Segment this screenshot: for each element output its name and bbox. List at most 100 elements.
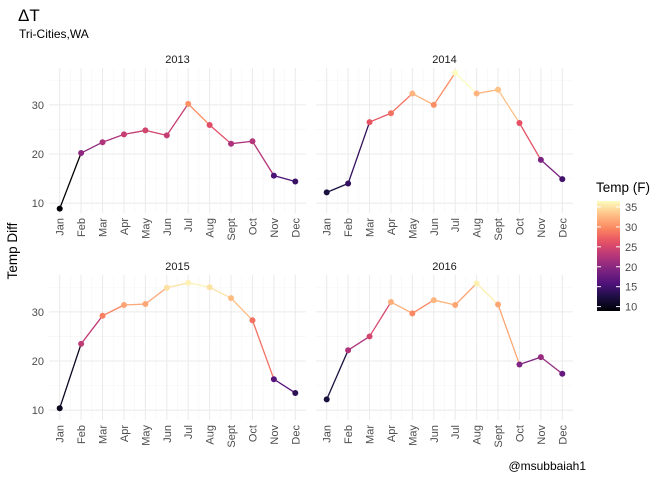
x-tick-label: Jun [162, 425, 174, 443]
data-point [142, 127, 149, 134]
series-line-segment [390, 93, 413, 114]
legend-label: 25 [625, 242, 637, 254]
data-point [206, 284, 213, 291]
x-tick-label: Mar [365, 218, 377, 237]
data-point [185, 100, 192, 107]
x-tick-label: Feb [343, 218, 355, 237]
x-tick-label: Jan [55, 425, 67, 443]
data-point [452, 301, 459, 308]
series-line-segment [59, 152, 82, 209]
x-tick-label: Aug [472, 425, 484, 445]
legend-colorbar [597, 201, 620, 311]
data-point [409, 90, 416, 97]
series-line-segment [209, 124, 232, 145]
legend-label: 35 [625, 202, 637, 214]
data-point [323, 396, 330, 403]
data-point [292, 178, 299, 185]
data-point [537, 156, 544, 163]
series-line-segment [540, 159, 563, 180]
x-tick-label: Jan [322, 425, 334, 443]
x-tick-label: Jun [162, 218, 174, 236]
data-point [270, 172, 277, 179]
data-point [228, 140, 235, 147]
x-tick-label: Oct [247, 425, 259, 442]
x-tick-label: May [407, 425, 419, 446]
series-line-segment [326, 182, 349, 193]
data-point [473, 280, 480, 287]
x-tick-label: Jul [183, 218, 195, 232]
series-line-segment [518, 122, 542, 161]
x-tick-label: Nov [269, 425, 281, 445]
legend-title: Temp (F) [596, 180, 650, 195]
series-line-segment [454, 282, 478, 306]
series-line-segment [368, 301, 392, 337]
facet-panel-2013: 2013 10 20 30 Jan Feb Mar Apr May Jun Jul Aug Sept Oc… [32, 54, 306, 241]
series-line-segment [209, 286, 232, 299]
data-point [516, 361, 523, 368]
facet-panel-2015: 2015 10 20 30 Jan Feb Mar Apr May Jun Jul Aug Sept Oc… [32, 261, 306, 448]
series-line-segment [476, 88, 499, 95]
data-point [270, 376, 277, 383]
facet-panels: 2013 10 20 30 Jan Feb Mar Apr May Jun Jul Aug Sept Oc… [32, 54, 573, 448]
series-line-segment [273, 175, 296, 183]
x-tick-label: Jun [429, 218, 441, 236]
x-tick-label: Aug [205, 218, 217, 238]
data-point [249, 138, 256, 145]
series-line-segment [188, 282, 210, 288]
y-tick-label: 30 [32, 100, 44, 112]
x-tick-label: Feb [76, 425, 88, 444]
series-line-segment [326, 349, 349, 400]
series-line-segment [123, 303, 146, 306]
series-line-segment [80, 141, 103, 154]
series-line-segment [390, 301, 413, 314]
series-line-segment [476, 282, 499, 305]
facet-panel-2014: 2014 Jan Feb Mar Apr May Jun Jul Aug Sept Oct Nov De… [316, 54, 573, 241]
x-tick-label: Dec [557, 425, 569, 445]
data-point [120, 301, 127, 308]
data-point [559, 176, 566, 183]
series-line-segment [347, 121, 371, 184]
color-legend: Temp (F) 10 15 20 25 30 35 [596, 180, 650, 314]
x-tick-label: Oct [514, 218, 526, 235]
x-tick-label: Sept [226, 425, 238, 448]
series-line-segment [251, 319, 275, 380]
data-point [78, 150, 85, 157]
data-point [366, 333, 373, 340]
data-point [323, 189, 330, 196]
x-tick-label: Jan [322, 218, 334, 236]
series-line-segment [187, 103, 211, 126]
series-line-segment [412, 299, 435, 314]
chart-caption: @msubbaiah1 [508, 459, 586, 473]
series-line-segment [102, 304, 125, 317]
data-point [387, 299, 394, 306]
x-tick-label: Apr [119, 218, 131, 235]
series-line-segment [102, 133, 125, 143]
data-point [516, 120, 523, 127]
x-tick-label: Apr [386, 218, 398, 235]
x-tick-label: Oct [514, 425, 526, 442]
series-line-segment [251, 140, 275, 176]
facet-strip-label: 2015 [165, 261, 189, 273]
data-point [228, 295, 235, 302]
data-point [78, 340, 85, 347]
facet-strip-label: 2013 [165, 54, 189, 66]
series-line-segment [347, 335, 370, 351]
y-tick-label: 10 [32, 198, 44, 210]
data-point [142, 301, 149, 307]
data-point [409, 310, 416, 317]
data-point [495, 301, 502, 308]
x-tick-label: Aug [205, 425, 217, 445]
data-point [120, 131, 127, 138]
series-line-segment [59, 343, 82, 409]
legend-label: 30 [625, 222, 637, 234]
x-tick-label: Jul [450, 425, 462, 439]
data-point [56, 205, 63, 212]
x-tick-label: Aug [472, 218, 484, 238]
x-tick-label: May [140, 218, 152, 239]
data-point [163, 132, 170, 139]
series-line-segment [80, 315, 104, 345]
legend-label: 10 [625, 302, 637, 314]
series-line-segment [166, 103, 189, 136]
facet-strip-label: 2014 [432, 54, 456, 66]
